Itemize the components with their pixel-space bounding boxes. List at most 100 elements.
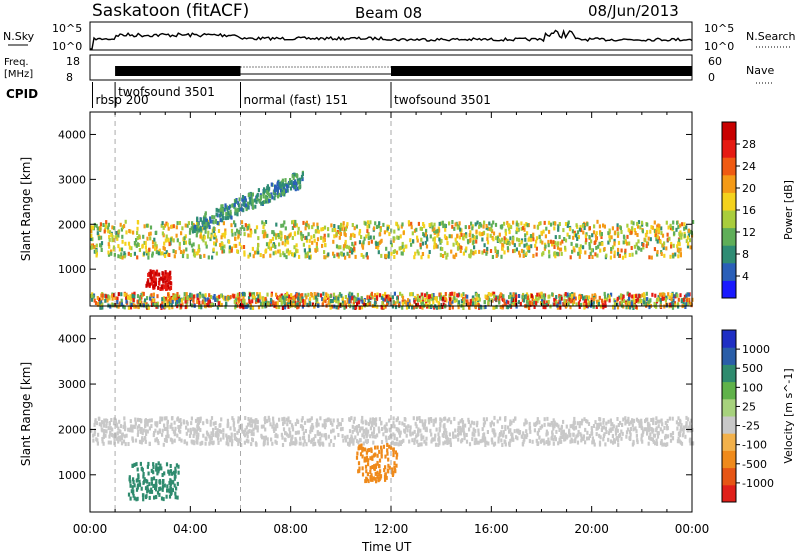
cell-0-880 [504,228,507,233]
cell-0-708 [429,428,432,433]
cell-0-1129 [316,237,320,242]
cell-0-725 [413,437,416,442]
cell-2-1318 [548,294,551,299]
swatch-4 [722,210,736,229]
cell-0-313 [637,239,640,244]
cell-2-29 [321,297,324,302]
cell-0-577 [558,235,561,239]
cell-0-1305 [499,416,502,421]
cell-0-456 [236,438,239,442]
cell-0-669 [652,417,655,422]
cell-0-716 [348,417,351,422]
cell-0-1218 [503,236,506,241]
cell-2-1336 [238,297,241,302]
cell-0-185 [91,237,94,242]
cell-0-1232 [346,434,349,439]
swatch-2 [722,245,736,264]
cell-0-98 [420,436,423,441]
cell-2-956 [366,295,369,300]
cell-1-129 [214,219,218,224]
cell-0-1236 [622,234,626,239]
cell-0-617 [503,250,506,255]
cell-1-0 [365,469,368,474]
cell-0-944 [386,226,389,231]
cell-0-243 [147,419,150,423]
cell-2-729 [90,293,93,298]
cell-0-1105 [172,249,175,254]
cell-0-600 [243,250,246,255]
cell-0-505 [236,228,239,233]
cell-0-909 [441,220,444,225]
cell-0-554 [136,226,139,231]
cell-0-1254 [140,419,143,424]
cell-0-6 [605,430,608,434]
cell-2-833 [501,296,504,301]
cell-0-1298 [438,237,441,242]
cell-0-48 [543,246,546,251]
cell-2-107 [156,471,159,476]
cell-2-722 [152,302,155,307]
cell-0-332 [225,433,228,438]
cell-2-1157 [620,300,623,305]
cell-2-630 [197,297,200,302]
cell-2-254 [464,294,467,299]
cell-0-1213 [314,229,317,234]
cell-0-259 [149,236,152,241]
cell-0-1074 [583,226,586,230]
cell-2-71 [175,463,178,468]
cell-0-1104 [610,235,613,240]
cell-0-1189 [303,439,306,444]
cell-0-957 [321,423,324,428]
cell-2-1259 [349,295,352,300]
cell-0-518 [286,422,289,427]
cell-2-900 [131,294,134,299]
cell-0-696 [447,440,450,445]
cell-2-292 [261,301,264,306]
cell-0-1046 [557,441,560,446]
cell-0-706 [554,235,557,240]
cell-2-1199 [341,303,344,308]
cell-0-871 [323,255,326,260]
cell-2-823 [147,305,150,310]
cell-1-21 [394,450,397,455]
cell-1-220 [268,186,271,191]
cell-0-11 [542,251,545,256]
cell-2-75 [131,463,134,468]
cell-2-699 [317,292,320,297]
cell-0-620 [355,224,358,229]
cell-0-720 [209,237,212,242]
cell-0-276 [390,243,393,248]
cell-0-1275 [103,429,106,433]
cell-1-81 [376,445,379,450]
cell-2-72 [168,480,171,485]
cell-2-1195 [267,302,270,307]
cell-0-630 [393,255,396,259]
cell-2-687 [259,301,263,306]
cell-0-528 [635,250,638,255]
cell-1-126 [279,184,282,189]
cell-2-26 [150,468,153,473]
cell-0-847 [179,429,182,434]
cell-2-279 [337,294,340,299]
cell-0-1180 [184,223,187,228]
cell-0-200 [582,436,585,441]
cell-2-310 [419,304,422,309]
cell-0-671 [367,232,370,236]
cell-2-780 [509,294,512,299]
cell-0-1328 [403,429,407,434]
cell-0-376 [251,246,254,251]
cell-2-753 [349,299,352,304]
cell-1-224 [225,216,228,221]
cell-0-1072 [274,250,277,255]
cell-0-638 [291,427,295,432]
cell-1-96 [391,467,394,472]
cell-0-27 [475,423,479,428]
cell-0-324 [465,234,468,239]
cell-0-48 [464,423,467,428]
cell-0-1119 [688,421,691,426]
cell-0-832 [617,423,620,427]
cell-1-266 [204,225,207,230]
cell-0-685 [111,225,114,230]
cell-0-499 [182,419,185,424]
